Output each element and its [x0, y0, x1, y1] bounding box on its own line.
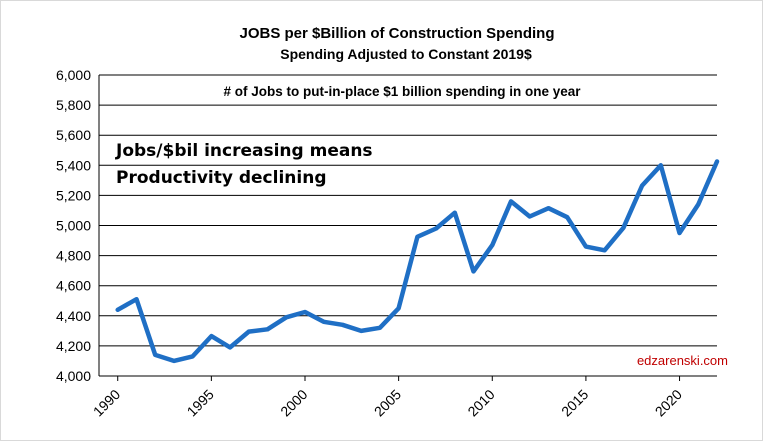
- data-point: [247, 330, 250, 333]
- x-tick-label: 1995: [183, 386, 216, 419]
- y-tick-label: 4,600: [56, 278, 91, 294]
- x-tick-labels: 1990 1995 2000 2005 2010 2015 2020: [90, 376, 685, 420]
- y-tick-label: 5,000: [56, 218, 91, 234]
- data-point: [154, 353, 157, 356]
- data-point: [547, 207, 550, 210]
- source-credit: edzarenski.com: [637, 353, 728, 368]
- data-point: [360, 329, 363, 332]
- data-point: [716, 160, 718, 163]
- y-tick-label: 4,400: [56, 308, 91, 324]
- y-tick-label: 5,800: [56, 97, 91, 113]
- y-tick-label: 6,000: [56, 67, 91, 83]
- data-point: [229, 346, 232, 349]
- data-point: [566, 216, 569, 219]
- x-tick-label: 2000: [277, 386, 310, 419]
- data-point: [678, 232, 681, 235]
- data-point: [641, 184, 644, 187]
- y-tick-label: 4,200: [56, 338, 91, 354]
- data-point: [266, 328, 269, 331]
- x-tick-label: 2020: [652, 386, 685, 419]
- x-tick-label: 2005: [371, 386, 404, 419]
- series-line: [115, 159, 720, 364]
- data-point: [416, 235, 419, 238]
- annotation-jobs-per-billion: # of Jobs to put-in-place $1 billion spe…: [223, 84, 581, 99]
- x-tick-label: 2015: [558, 386, 591, 419]
- data-point: [659, 164, 662, 167]
- chart-title: JOBS per $Billion of Construction Spendi…: [239, 25, 554, 42]
- data-point: [341, 323, 344, 326]
- data-point: [191, 355, 194, 358]
- data-point: [172, 359, 175, 362]
- data-point: [603, 249, 606, 252]
- data-point: [322, 320, 325, 323]
- data-point: [697, 203, 700, 206]
- data-point: [472, 270, 475, 273]
- axes: [98, 75, 717, 377]
- data-point: [135, 298, 138, 301]
- chart-subtitle: Spending Adjusted to Constant 2019$: [280, 46, 532, 62]
- y-tick-label: 5,200: [56, 187, 91, 203]
- data-point: [622, 226, 625, 229]
- data-point: [285, 316, 288, 319]
- y-tick-label: 5,600: [56, 127, 91, 143]
- data-point: [584, 245, 587, 248]
- y-tick-label: 4,800: [56, 248, 91, 264]
- y-tick-label: 4,000: [56, 368, 91, 384]
- x-tick-label: 2010: [464, 386, 497, 419]
- data-point: [304, 311, 306, 314]
- data-point: [378, 326, 381, 329]
- data-point: [453, 211, 456, 214]
- data-point: [397, 307, 400, 310]
- data-point: [210, 335, 213, 338]
- data-point: [435, 227, 438, 230]
- annotation-jobs-increasing: Jobs/$bil increasing means: [115, 141, 373, 161]
- x-tick-label: 1990: [90, 386, 123, 419]
- data-point: [116, 308, 119, 311]
- y-tick-labels: 4,000 4,200 4,400 4,600 4,800 5,000 5,200 5,400…: [56, 67, 91, 384]
- series-lines: [115, 159, 720, 364]
- annotation-productivity-declining: Productivity declining: [116, 168, 327, 188]
- gridlines: [99, 74, 717, 347]
- data-point: [528, 215, 531, 218]
- data-point: [491, 244, 494, 247]
- data-point: [510, 200, 512, 203]
- y-tick-label: 5,400: [56, 157, 91, 173]
